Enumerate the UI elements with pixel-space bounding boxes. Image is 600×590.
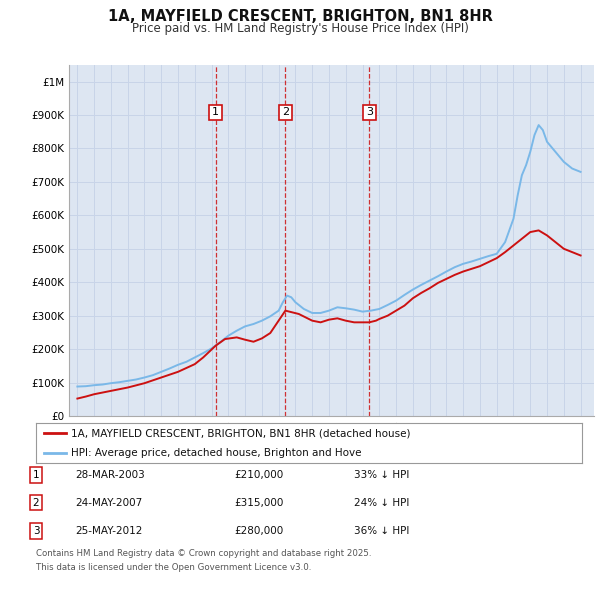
Text: 1: 1: [32, 470, 40, 480]
Text: 3: 3: [366, 107, 373, 117]
Text: 24% ↓ HPI: 24% ↓ HPI: [354, 498, 409, 507]
Text: 2: 2: [282, 107, 289, 117]
Text: 36% ↓ HPI: 36% ↓ HPI: [354, 526, 409, 536]
Text: 28-MAR-2003: 28-MAR-2003: [75, 470, 145, 480]
Text: 1: 1: [212, 107, 219, 117]
Text: Price paid vs. HM Land Registry's House Price Index (HPI): Price paid vs. HM Land Registry's House …: [131, 22, 469, 35]
Text: £210,000: £210,000: [234, 470, 283, 480]
Text: 2: 2: [32, 498, 40, 507]
Text: 33% ↓ HPI: 33% ↓ HPI: [354, 470, 409, 480]
Text: 3: 3: [32, 526, 40, 536]
Text: 24-MAY-2007: 24-MAY-2007: [75, 498, 142, 507]
Text: HPI: Average price, detached house, Brighton and Hove: HPI: Average price, detached house, Brig…: [71, 448, 362, 458]
Text: 1A, MAYFIELD CRESCENT, BRIGHTON, BN1 8HR (detached house): 1A, MAYFIELD CRESCENT, BRIGHTON, BN1 8HR…: [71, 428, 411, 438]
Text: 1A, MAYFIELD CRESCENT, BRIGHTON, BN1 8HR: 1A, MAYFIELD CRESCENT, BRIGHTON, BN1 8HR: [107, 9, 493, 24]
Text: This data is licensed under the Open Government Licence v3.0.: This data is licensed under the Open Gov…: [36, 563, 311, 572]
Text: Contains HM Land Registry data © Crown copyright and database right 2025.: Contains HM Land Registry data © Crown c…: [36, 549, 371, 558]
Text: £315,000: £315,000: [234, 498, 283, 507]
Text: £280,000: £280,000: [234, 526, 283, 536]
Text: 25-MAY-2012: 25-MAY-2012: [75, 526, 142, 536]
